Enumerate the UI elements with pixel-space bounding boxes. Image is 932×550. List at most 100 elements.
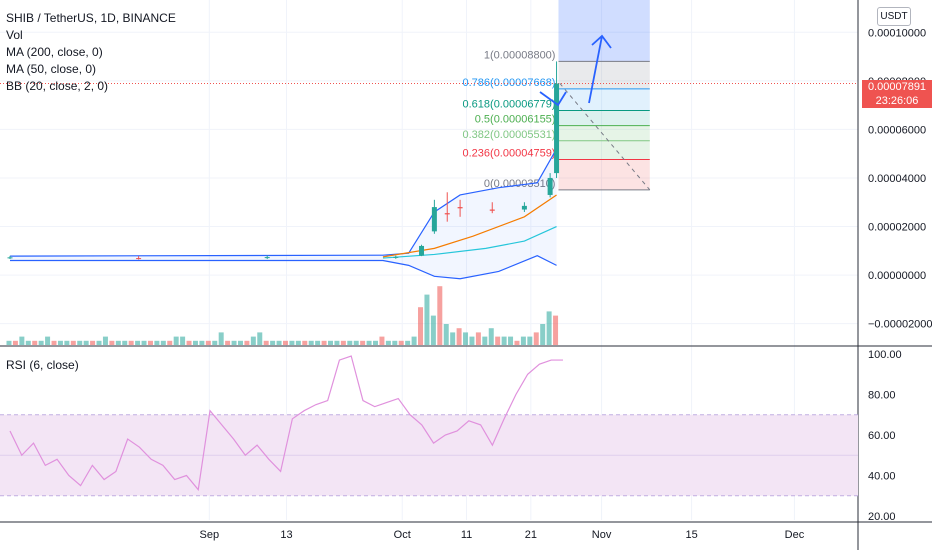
fib-label: 0.5(0.00006155) — [475, 114, 556, 126]
volume-bar — [302, 340, 308, 345]
volume-bar — [70, 340, 76, 345]
candle-body — [521, 205, 527, 210]
volume-bar — [160, 340, 166, 345]
fib-band — [558, 140, 650, 160]
rsi-band — [0, 414, 858, 496]
rsi-y-tick: 80.00 — [868, 390, 896, 402]
bb-fill — [10, 148, 557, 279]
volume-bar — [128, 340, 134, 345]
volume-bar — [102, 336, 108, 345]
volume-bar — [57, 340, 63, 345]
volume-bar — [353, 340, 359, 345]
legend-vol[interactable]: Vol — [6, 28, 23, 42]
symbol-title[interactable]: SHIB / TetherUS, 1D, BINANCE — [6, 11, 176, 25]
volume-bar — [334, 340, 340, 345]
volume-bar — [141, 340, 147, 345]
volume-bar — [424, 294, 430, 345]
rsi-y-tick: 100.00 — [868, 349, 902, 361]
volume-bar — [180, 336, 186, 345]
volume-bar — [315, 340, 321, 345]
volume-bar — [218, 332, 224, 345]
y-tick-label: 0.00000000 — [868, 270, 926, 282]
rsi-line — [9, 355, 563, 492]
volume-bar — [527, 336, 533, 345]
volume-bar — [398, 340, 404, 345]
annotation-arrow-up — [588, 34, 612, 104]
volume-bar — [192, 340, 198, 345]
candle-body — [554, 83, 560, 174]
volume-bar — [405, 340, 411, 345]
volume-bar — [411, 336, 417, 345]
volume-bar — [385, 340, 391, 345]
x-tick-label: 15 — [685, 529, 697, 541]
legend-bb[interactable]: BB (20, close, 2, 0) — [6, 79, 109, 93]
volume-bar — [231, 340, 237, 345]
volume-bar — [77, 340, 83, 345]
last-price-tag: 0.00007891 23:26:06 — [862, 80, 932, 108]
currency-button[interactable]: USDT — [877, 7, 911, 26]
volume-bar — [475, 332, 481, 345]
ma-cyan-line — [382, 225, 557, 259]
volume-bar — [83, 340, 89, 345]
volume-bar — [366, 340, 372, 345]
volume-bar — [463, 332, 469, 345]
x-tick-label: 11 — [461, 529, 472, 541]
volume-bar — [373, 340, 379, 345]
volume-bar — [276, 340, 282, 345]
volume-bar — [115, 340, 121, 345]
volume-bar — [379, 336, 385, 345]
volume-bar — [540, 324, 546, 345]
volume-bar — [295, 340, 301, 345]
x-tick-label: 13 — [280, 529, 292, 541]
volume-bar — [147, 340, 153, 345]
volume-bar — [135, 340, 141, 345]
volume-bar — [19, 336, 25, 345]
rsi-y-tick: 20.00 — [868, 511, 896, 523]
volume-bar — [96, 340, 102, 345]
volume-bar — [392, 340, 398, 345]
volume-bar — [109, 340, 115, 345]
candle-body — [431, 207, 437, 232]
volume-bar — [443, 324, 449, 345]
volume-bar — [437, 286, 443, 345]
volume-bar — [38, 340, 44, 345]
volume-bar — [12, 340, 18, 345]
legend-ma50[interactable]: MA (50, close, 0) — [6, 62, 97, 76]
volume-bar — [90, 340, 96, 345]
volume-bar — [244, 340, 250, 345]
volume-bar — [456, 328, 462, 345]
fib-label: 0.236(0.00004759) — [463, 148, 556, 160]
candle-body — [547, 177, 553, 195]
x-tick-label: Dec — [785, 529, 805, 541]
legend-rsi[interactable]: RSI (6, close) — [6, 358, 79, 372]
volume-bar — [122, 340, 128, 345]
volume-bar — [6, 340, 12, 345]
volume-bar — [418, 307, 424, 345]
volume-bar — [199, 340, 205, 345]
volume-bar — [167, 340, 173, 345]
volume-bar — [308, 340, 314, 345]
volume-bar — [514, 340, 520, 345]
volume-bar — [546, 311, 552, 345]
y-tick-label: 0.00002000 — [868, 222, 926, 234]
volume-bar — [51, 340, 57, 345]
volume-bar — [553, 315, 559, 345]
volume-bar — [257, 332, 263, 345]
volume-bar — [289, 340, 295, 345]
fib-label: 0.382(0.00005531) — [463, 129, 556, 141]
volume-bar — [270, 340, 276, 345]
volume-bar — [173, 336, 179, 345]
fib-label: 0.786(0.00007668) — [463, 77, 556, 89]
volume-bar — [32, 340, 38, 345]
volume-bar — [64, 340, 70, 345]
y-tick-label: 0.00006000 — [868, 124, 926, 136]
indicator-legend: SHIB / TetherUS, 1D, BINANCE Vol MA (200… — [6, 10, 176, 95]
legend-ma200[interactable]: MA (200, close, 0) — [6, 45, 103, 59]
volume-bar — [250, 336, 256, 345]
volume-bar — [237, 340, 243, 345]
volume-bar — [482, 336, 488, 345]
candle-body — [489, 209, 495, 211]
volume-bar — [25, 340, 31, 345]
volume-bar — [282, 340, 288, 345]
